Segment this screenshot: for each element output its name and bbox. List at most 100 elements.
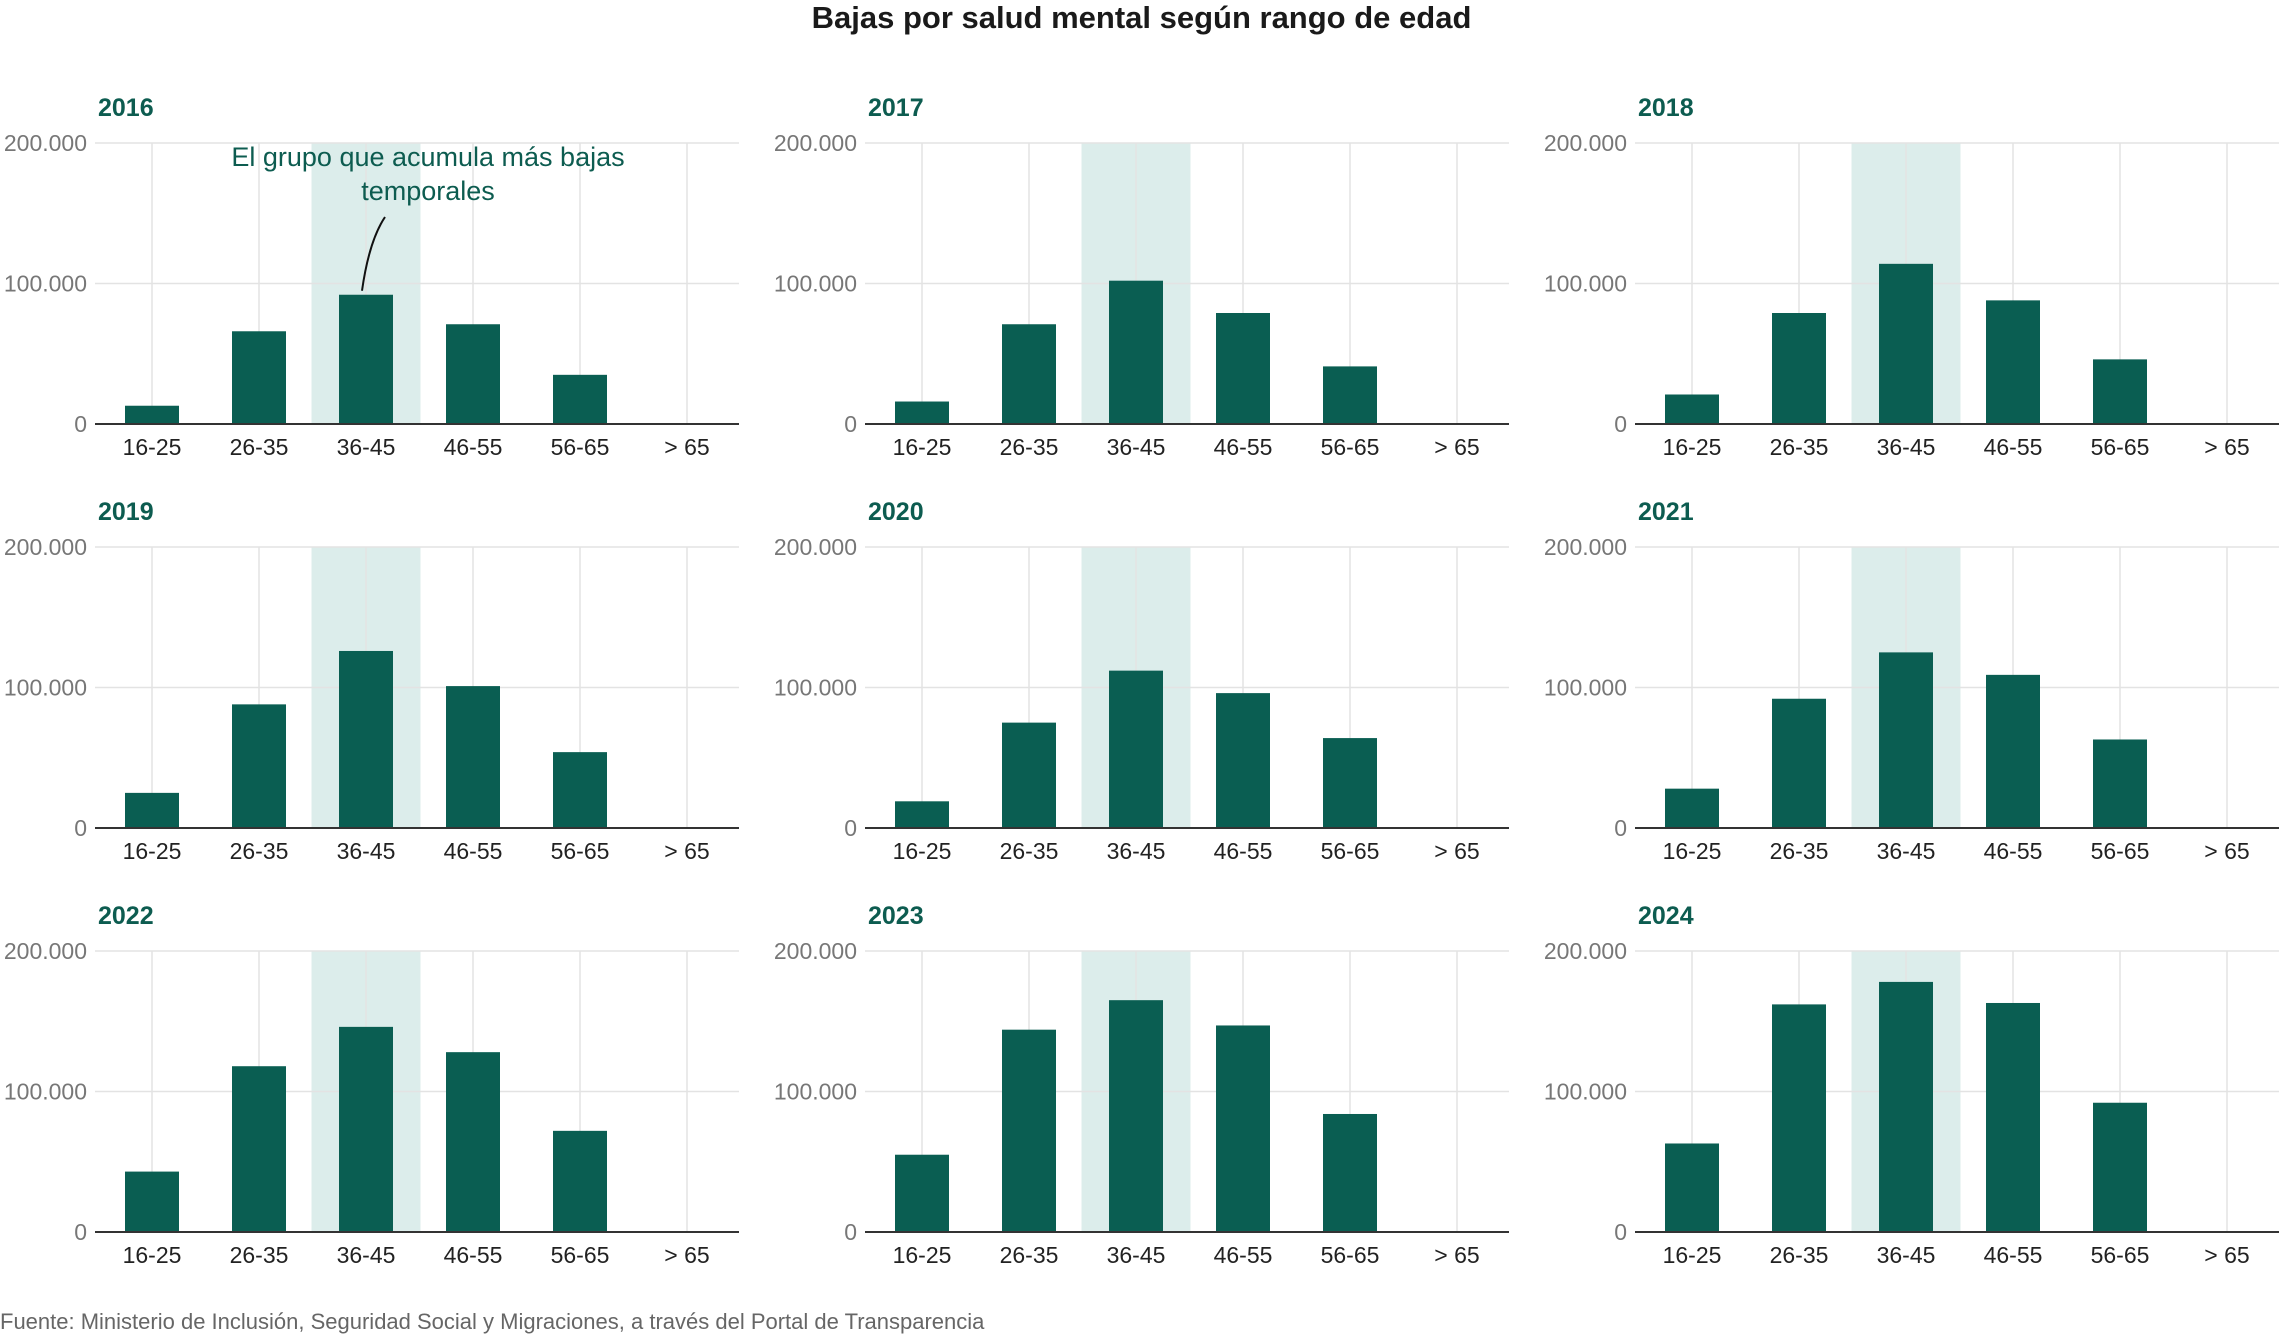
x-tick-label: 36-45 [337, 838, 396, 864]
y-tick-label: 100.000 [4, 1079, 87, 1105]
bar-2017-56-65 [1323, 366, 1377, 424]
bar-2018-36-45 [1879, 263, 1933, 424]
x-tick-label: > 65 [664, 838, 709, 864]
bar-2016-26-35 [232, 331, 286, 424]
x-tick-label: 16-25 [1663, 434, 1722, 460]
bar-2016-16-25 [125, 405, 179, 424]
y-tick-label: 200.000 [4, 534, 87, 560]
panel-2024: 2024 0 100.000 200.000 16-25 26-35 36-45 46-55 5… [1544, 902, 2279, 1268]
x-tick-label: 16-25 [893, 838, 952, 864]
bar-2022-36-45 [339, 1026, 393, 1232]
x-tick-label: 46-55 [1984, 1242, 2043, 1268]
panel-year-label: 2021 [1638, 498, 1694, 526]
x-tick-label: 26-35 [1000, 838, 1059, 864]
panel-2018: 2018 0 100.000 200.000 16-25 26-35 36-45 46-55 5… [1544, 94, 2279, 460]
y-tick-label: 0 [1614, 815, 1627, 841]
panel-year-label: 2017 [868, 94, 924, 122]
bar-2022-26-35 [232, 1066, 286, 1232]
x-tick-label: 56-65 [2091, 434, 2150, 460]
bar-2022-16-25 [125, 1171, 179, 1232]
bar-2023-56-65 [1323, 1113, 1377, 1232]
panel-2019: 2019 0 100.000 200.000 16-25 26-35 36-45 46-55 5… [4, 498, 739, 864]
x-tick-label: 26-35 [1770, 838, 1829, 864]
bar-2021-36-45 [1879, 652, 1933, 828]
y-tick-label: 0 [844, 815, 857, 841]
bar-2018-56-65 [2093, 359, 2147, 424]
bar-2021-46-55 [1986, 674, 2040, 828]
bar-2023-46-55 [1216, 1025, 1270, 1232]
bar-2020-26-35 [1002, 722, 1056, 828]
bar-2021-16-25 [1665, 788, 1719, 828]
bar-2018-16-25 [1665, 394, 1719, 424]
x-tick-label: 46-55 [444, 1242, 503, 1268]
x-tick-label: 56-65 [1321, 434, 1380, 460]
y-tick-label: 0 [74, 411, 87, 437]
bar-2024-46-55 [1986, 1002, 2040, 1232]
y-tick-label: 100.000 [4, 271, 87, 297]
panel-year-label: 2022 [98, 902, 154, 930]
y-tick-label: 100.000 [774, 271, 857, 297]
bar-2020-56-65 [1323, 738, 1377, 828]
x-tick-label: > 65 [664, 434, 709, 460]
x-tick-label: 26-35 [230, 1242, 289, 1268]
x-tick-label: > 65 [1434, 434, 1479, 460]
x-tick-label: 36-45 [1107, 1242, 1166, 1268]
panel-year-label: 2016 [98, 94, 154, 122]
x-tick-label: 36-45 [1107, 838, 1166, 864]
x-tick-label: 56-65 [551, 434, 610, 460]
y-tick-label: 100.000 [774, 1079, 857, 1105]
annotation-line: El grupo que acumula más bajas [231, 142, 624, 172]
x-tick-label: 16-25 [123, 838, 182, 864]
annotation-arrow [361, 216, 386, 291]
x-tick-label: 26-35 [1000, 1242, 1059, 1268]
bar-2017-46-55 [1216, 313, 1270, 424]
bar-2023-16-25 [895, 1154, 949, 1232]
x-tick-label: 46-55 [1214, 838, 1273, 864]
y-tick-label: 200.000 [1544, 130, 1627, 156]
y-tick-label: 100.000 [774, 675, 857, 701]
panel-2021: 2021 0 100.000 200.000 16-25 26-35 36-45 46-55 5… [1544, 498, 2279, 864]
x-tick-label: > 65 [664, 1242, 709, 1268]
x-tick-label: 16-25 [123, 1242, 182, 1268]
x-tick-label: 26-35 [1000, 434, 1059, 460]
bar-2019-56-65 [553, 752, 607, 828]
x-tick-label: 36-45 [1877, 838, 1936, 864]
x-tick-label: > 65 [2204, 1242, 2249, 1268]
bar-2016-46-55 [446, 324, 500, 424]
bar-2017-16-25 [895, 401, 949, 424]
x-tick-label: 16-25 [123, 434, 182, 460]
bar-2022-56-65 [553, 1130, 607, 1232]
y-tick-label: 100.000 [1544, 271, 1627, 297]
bar-2024-16-25 [1665, 1143, 1719, 1232]
x-tick-label: 56-65 [551, 838, 610, 864]
bar-2020-16-25 [895, 801, 949, 828]
panel-year-label: 2024 [1638, 902, 1694, 930]
x-tick-label: 56-65 [2091, 1242, 2150, 1268]
panel-year-label: 2019 [98, 498, 154, 526]
bar-2016-36-45 [339, 294, 393, 424]
y-tick-label: 0 [844, 1219, 857, 1245]
y-tick-label: 200.000 [1544, 534, 1627, 560]
bar-2019-46-55 [446, 686, 500, 828]
bar-2019-36-45 [339, 650, 393, 828]
bar-2024-56-65 [2093, 1102, 2147, 1232]
x-tick-label: 16-25 [893, 434, 952, 460]
y-tick-label: 200.000 [774, 130, 857, 156]
annotation-text: El grupo que acumula más bajas temporales [231, 142, 624, 206]
x-tick-label: 16-25 [893, 1242, 952, 1268]
panel-year-label: 2018 [1638, 94, 1694, 122]
bar-2024-26-35 [1772, 1004, 1826, 1232]
x-tick-label: > 65 [2204, 434, 2249, 460]
bar-2018-26-35 [1772, 313, 1826, 424]
x-tick-label: 26-35 [230, 838, 289, 864]
panel-2020: 2020 0 100.000 200.000 16-25 26-35 36-45 46-55 5… [774, 498, 1509, 864]
bar-2023-26-35 [1002, 1029, 1056, 1232]
panel-2016: 2016 0 100.000 200.000 16-25 26-35 36-45 46-55 5… [4, 94, 739, 460]
bar-2023-36-45 [1109, 1000, 1163, 1232]
y-tick-label: 0 [74, 1219, 87, 1245]
bar-2017-36-45 [1109, 280, 1163, 424]
y-tick-label: 0 [1614, 1219, 1627, 1245]
x-tick-label: 56-65 [2091, 838, 2150, 864]
x-tick-label: 26-35 [1770, 1242, 1829, 1268]
